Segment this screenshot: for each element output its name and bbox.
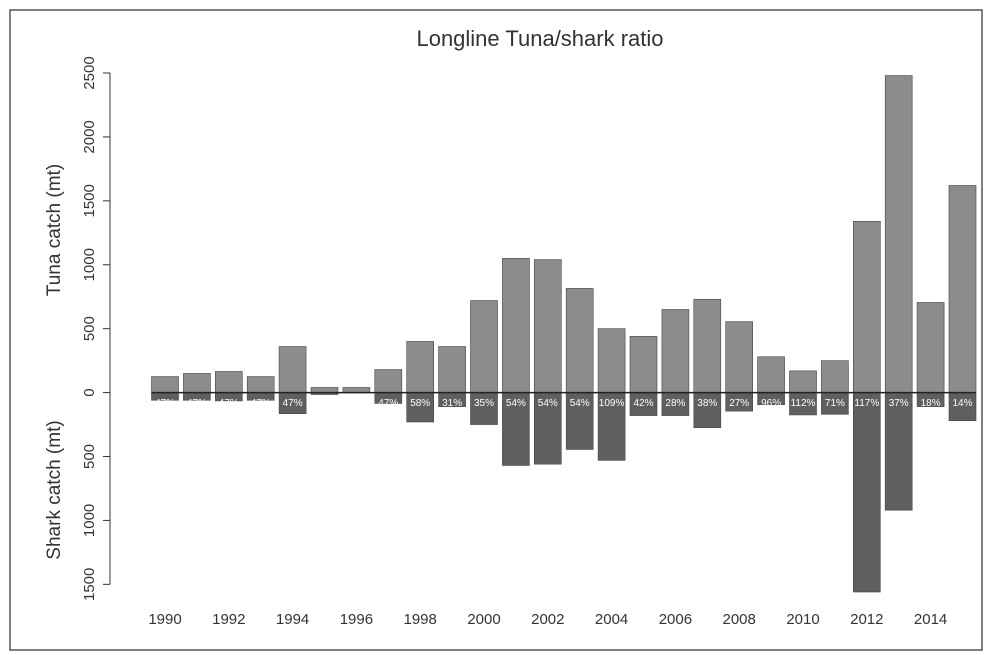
bar [246,376,275,393]
bar [533,259,562,393]
x-tick-label: 2010 [786,611,819,628]
bar [821,360,849,393]
ratio-label: 38% [697,398,717,409]
bar [406,392,435,423]
bar [884,392,913,511]
x-tick-label: 2002 [531,611,564,628]
bar [948,185,977,393]
ratio-label: 58% [410,398,430,409]
ratio-label: 31% [442,398,462,409]
x-tick-label: 1992 [212,611,245,628]
bar [406,341,435,393]
y-tick-label: 1500 [81,568,98,601]
bar [948,392,977,422]
bar [852,220,881,393]
bar [597,328,626,393]
y-axis-label-bottom: Shark catch (mt) [44,420,65,559]
y-tick-label: 1000 [81,504,98,537]
y-tick-label: 0 [81,388,98,396]
bar [342,387,371,393]
ratio-label: 3% [349,398,364,409]
bar [565,392,594,450]
x-tick-label: 2000 [467,611,500,628]
x-tick-label: 2004 [595,611,628,628]
bar [183,373,211,393]
bar [693,298,722,393]
bar [916,302,945,393]
x-tick-label: 1998 [404,611,437,628]
ratio-label: 18% [921,398,941,409]
x-tick-label: 1990 [148,611,181,628]
ratio-label: 47% [219,398,239,409]
ratio-label: 47% [283,398,303,409]
y-tick-label: 500 [81,316,98,341]
y-tick-label: 2000 [81,120,98,153]
ratio-label: 28% [665,398,685,409]
bar [470,300,498,393]
x-tick-label: 1996 [340,611,373,628]
bar [565,288,594,393]
bar [470,392,498,425]
ratio-label: 42% [633,398,653,409]
bar [151,376,179,393]
ratio-label: 36% [314,398,334,409]
ratio-label: 54% [570,398,590,409]
y-axis-label-top: Tuna catch (mt) [44,164,65,296]
bar [310,387,339,393]
ratio-label: 112% [791,398,816,409]
bar [852,392,881,593]
bar [661,309,690,393]
bar [502,392,530,466]
bar [597,392,626,461]
bar [884,75,913,393]
ratio-label: 54% [506,398,526,409]
bar [215,371,243,393]
y-tick-label: 500 [81,444,98,469]
bar [789,370,817,393]
bar [502,258,530,393]
x-tick-label: 2012 [850,611,883,628]
bar [438,346,466,393]
ratio-label: 96% [761,398,781,409]
ratio-label: 47% [251,398,271,409]
ratio-label: 71% [825,398,845,409]
ratio-label: 47% [155,398,175,409]
y-tick-label: 1000 [81,248,98,281]
x-tick-label: 2008 [723,611,756,628]
chart-title: Longline Tuna/shark ratio [416,26,663,51]
bar [374,369,403,393]
ratio-label: 14% [952,398,972,409]
ratio-label: 47% [378,398,398,409]
bar [757,356,785,393]
bar [278,346,307,393]
ratio-label: 47% [187,398,207,409]
bar [725,321,754,393]
bar [533,392,562,465]
x-tick-label: 2014 [914,611,947,628]
bar [629,336,658,393]
x-tick-label: 2006 [659,611,692,628]
x-tick-label: 1994 [276,611,309,628]
ratio-label: 117% [854,398,879,409]
y-tick-label: 1500 [81,184,98,217]
ratio-label: 54% [538,398,558,409]
y-tick-label: 2500 [81,56,98,89]
ratio-label: 37% [889,398,909,409]
bar [693,392,722,429]
ratio-label: 27% [729,398,749,409]
ratio-label: 35% [474,398,494,409]
ratio-label: 109% [599,398,625,409]
